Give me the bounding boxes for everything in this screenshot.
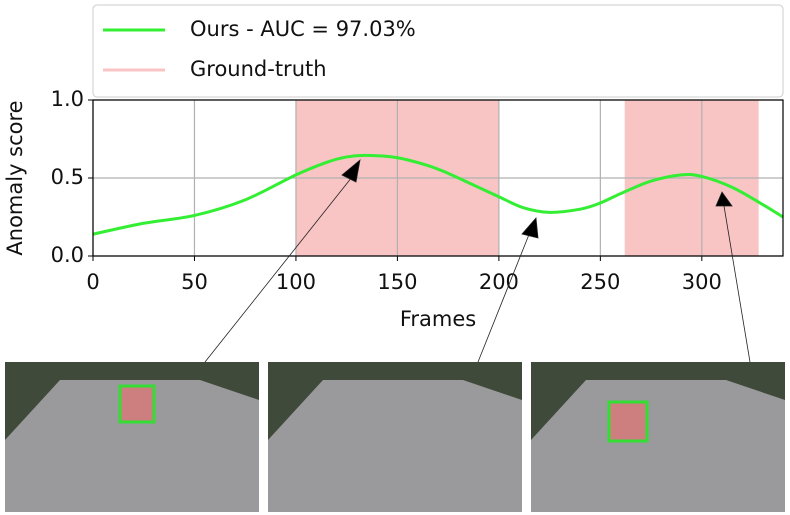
frame-image [268, 362, 522, 512]
frame-image [5, 362, 259, 512]
legend-box [92, 4, 784, 98]
x-axis-label: Frames [400, 307, 476, 331]
x-tick-label: 50 [181, 270, 208, 294]
arrows [204, 158, 751, 363]
plot-frame [92, 99, 784, 257]
x-tick-label: 0 [86, 270, 99, 294]
x-tick-label: 100 [276, 270, 316, 294]
series-line [92, 153, 784, 236]
x-tick-label: 200 [479, 270, 519, 294]
frame-images [5, 362, 785, 512]
y-axis-label: Anomaly score [3, 100, 27, 255]
x-tick-label: 300 [682, 270, 722, 294]
x-tick-label: 150 [377, 270, 417, 294]
legend-label: Ground-truth [190, 57, 327, 81]
x-tick-label: 250 [580, 270, 620, 294]
legend-label: Ours - AUC = 97.03% [190, 17, 416, 41]
y-tick-label: 0.0 [51, 243, 84, 267]
y-tick-label: 0.5 [51, 165, 84, 189]
frame-image [531, 362, 785, 512]
y-tick-label: 1.0 [51, 87, 84, 111]
